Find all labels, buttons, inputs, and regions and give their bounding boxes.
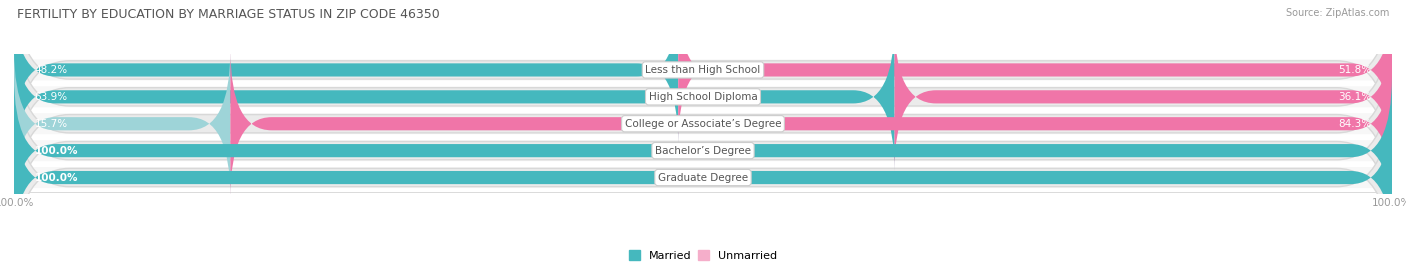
FancyBboxPatch shape (14, 76, 1392, 225)
FancyBboxPatch shape (14, 49, 231, 198)
Text: 36.1%: 36.1% (1339, 92, 1371, 102)
FancyBboxPatch shape (0, 59, 1406, 80)
FancyBboxPatch shape (0, 167, 1406, 188)
Legend: Married, Unmarried: Married, Unmarried (630, 250, 776, 261)
FancyBboxPatch shape (14, 103, 1392, 252)
Text: 48.2%: 48.2% (35, 65, 67, 75)
FancyBboxPatch shape (894, 23, 1392, 171)
FancyBboxPatch shape (231, 49, 1392, 198)
Text: Less than High School: Less than High School (645, 65, 761, 75)
FancyBboxPatch shape (14, 0, 1392, 168)
Text: 51.8%: 51.8% (1339, 65, 1371, 75)
Text: Graduate Degree: Graduate Degree (658, 172, 748, 183)
Text: 100.0%: 100.0% (35, 172, 79, 183)
Text: Source: ZipAtlas.com: Source: ZipAtlas.com (1285, 8, 1389, 18)
Text: 63.9%: 63.9% (35, 92, 67, 102)
FancyBboxPatch shape (678, 0, 1392, 144)
FancyBboxPatch shape (14, 25, 1392, 222)
Text: 100.0%: 100.0% (35, 146, 79, 156)
Text: FERTILITY BY EDUCATION BY MARRIAGE STATUS IN ZIP CODE 46350: FERTILITY BY EDUCATION BY MARRIAGE STATU… (17, 8, 440, 21)
Text: Bachelor’s Degree: Bachelor’s Degree (655, 146, 751, 156)
Text: College or Associate’s Degree: College or Associate’s Degree (624, 119, 782, 129)
FancyBboxPatch shape (14, 52, 1392, 249)
FancyBboxPatch shape (14, 23, 894, 171)
FancyBboxPatch shape (14, 79, 1392, 269)
Text: High School Diploma: High School Diploma (648, 92, 758, 102)
FancyBboxPatch shape (0, 140, 1406, 161)
FancyBboxPatch shape (0, 86, 1406, 107)
FancyBboxPatch shape (14, 0, 678, 144)
Text: 15.7%: 15.7% (35, 119, 67, 129)
Text: 84.3%: 84.3% (1339, 119, 1371, 129)
FancyBboxPatch shape (14, 0, 1392, 195)
FancyBboxPatch shape (0, 113, 1406, 134)
